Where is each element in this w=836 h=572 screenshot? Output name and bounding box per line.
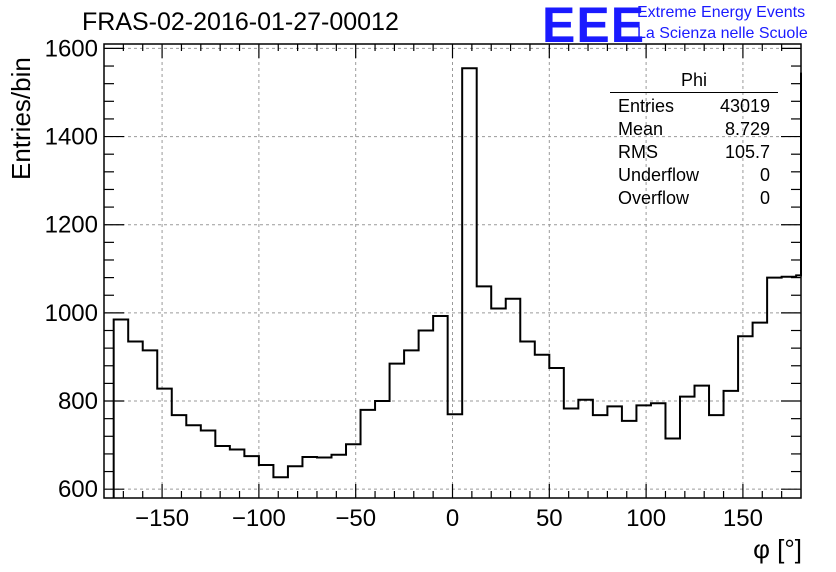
histogram-bin	[462, 68, 477, 498]
stats-label: Overflow	[618, 188, 690, 208]
histogram-bin	[419, 331, 434, 498]
histogram-bin	[361, 410, 376, 498]
histogram-bin	[796, 275, 801, 498]
histogram-bin	[665, 438, 680, 498]
y-tick-label: 1600	[45, 35, 98, 62]
x-tick-label: 150	[723, 505, 763, 532]
histogram-bin	[302, 457, 317, 498]
histogram-bin	[622, 421, 637, 498]
y-tick-label: 1000	[45, 300, 98, 327]
histogram-bin	[578, 400, 593, 498]
histogram-bin	[448, 414, 463, 498]
eee-logo: EEE	[542, 0, 646, 53]
histogram-bin	[157, 389, 172, 498]
stats-box: Phi Entries 43019 Mean 8.729 RMS 105.7 U…	[610, 70, 778, 210]
histogram-bin	[346, 444, 361, 498]
stats-value: 0	[759, 188, 770, 208]
histogram-bin	[433, 316, 448, 498]
stats-row-mean: Mean 8.729	[610, 118, 778, 141]
histogram-bin	[317, 457, 332, 498]
histogram-bin	[680, 397, 695, 498]
stats-value: 0	[759, 165, 770, 185]
histogram-bin	[375, 401, 390, 498]
histogram-bin	[651, 403, 666, 498]
histogram-bins	[112, 67, 802, 498]
histogram-bin	[491, 308, 506, 498]
x-tick-label: 0	[446, 505, 459, 532]
histogram-bin	[767, 278, 782, 498]
histogram-bin	[636, 405, 651, 498]
x-tick-label: −150	[135, 505, 189, 532]
histogram-bin	[215, 446, 230, 498]
stats-row-rms: RMS 105.7	[610, 141, 778, 164]
y-tick-label: 1200	[45, 212, 98, 239]
histogram-bin	[477, 286, 492, 498]
histogram-bin	[549, 368, 564, 498]
histogram-bin	[506, 299, 521, 498]
histogram-bin	[186, 425, 201, 498]
histogram-bin	[520, 342, 535, 498]
stats-row-entries: Entries 43019	[610, 95, 778, 118]
stats-value: 105.7	[724, 142, 770, 162]
histogram-bin	[128, 342, 143, 498]
histogram-bin	[724, 391, 739, 498]
histogram-bin	[535, 355, 550, 498]
histogram-bin	[331, 455, 346, 498]
histogram-bin	[230, 450, 245, 498]
histogram-bin	[782, 277, 797, 498]
y-tick-label: 1400	[45, 124, 98, 151]
histogram-bin	[244, 456, 259, 498]
histogram-bin	[695, 386, 710, 498]
histogram-bin	[288, 466, 303, 498]
histogram-bin	[114, 319, 129, 498]
histogram-bin	[143, 350, 158, 498]
histogram-bin	[259, 465, 274, 498]
x-axis-label: φ [°]	[753, 534, 802, 564]
stats-label: RMS	[618, 142, 658, 162]
x-tick-label: −50	[335, 505, 376, 532]
histogram-outline	[112, 67, 802, 498]
stats-value: 8.729	[724, 119, 770, 139]
chart-title: FRAS-02-2016-01-27-00012	[82, 8, 399, 36]
x-tick-label: 50	[536, 505, 563, 532]
logo-line-2: La Scienza nelle Scuole	[637, 25, 808, 42]
y-tick-label: 800	[58, 388, 98, 415]
histogram-bin	[273, 477, 288, 498]
y-axis-label: Entries/bin	[6, 57, 36, 180]
histogram-bin	[738, 336, 753, 498]
histogram-bin	[390, 364, 405, 498]
stats-value: 43019	[719, 96, 770, 116]
stats-row-overflow: Overflow 0	[610, 187, 778, 210]
histogram-bin	[404, 350, 419, 498]
logo-line-1: Extreme Energy Events	[637, 4, 806, 21]
tick-labels: −150 −100 −50 0 50 100 150 600 800 1000 1200 1400 16…	[45, 35, 763, 532]
stats-row-underflow: Underflow 0	[610, 164, 778, 187]
histogram-bin	[709, 415, 724, 498]
histogram-bin	[593, 415, 608, 498]
x-tick-label: 100	[626, 505, 666, 532]
histogram-bin	[201, 431, 216, 498]
histogram-bin	[753, 323, 768, 498]
histogram-bin	[172, 415, 187, 498]
stats-label: Entries	[618, 96, 675, 116]
stats-label: Mean	[618, 119, 664, 139]
histogram-bin	[607, 406, 622, 498]
histogram-bin	[564, 409, 579, 498]
stats-label: Underflow	[618, 165, 700, 185]
x-tick-label: −100	[232, 505, 286, 532]
stats-name: Phi	[610, 70, 778, 93]
y-tick-label: 600	[58, 476, 98, 503]
